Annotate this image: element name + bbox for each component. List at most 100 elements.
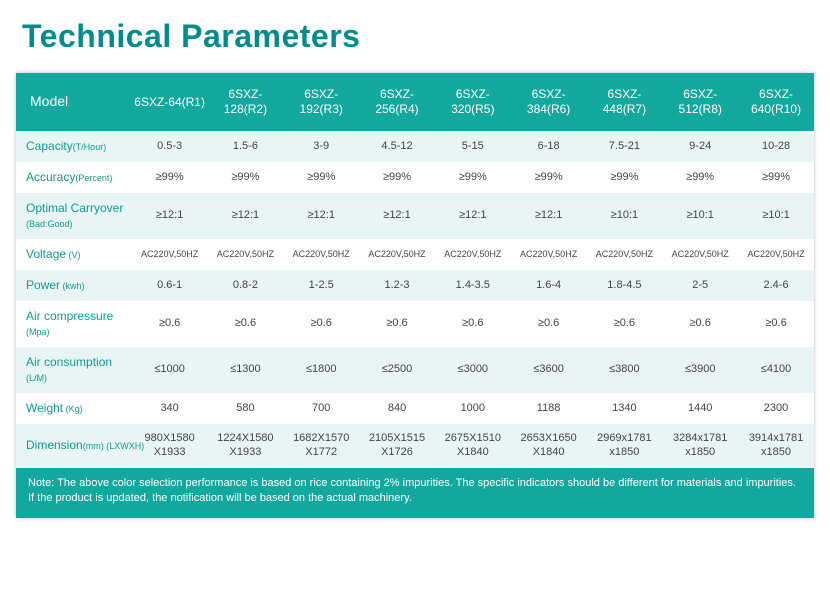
- data-cell: AC220V,50HZ: [283, 239, 359, 270]
- data-cell: ≥99%: [359, 162, 435, 193]
- data-cell: ≤3600: [511, 347, 587, 393]
- data-cell: 0.8-2: [208, 270, 284, 301]
- data-cell: ≥10:1: [738, 193, 814, 239]
- data-cell: ≥0.6: [587, 301, 663, 347]
- data-cell: 3284x1781x1850: [662, 424, 738, 468]
- data-cell: 580: [208, 393, 284, 424]
- col-header: 6SXZ-192(R3): [283, 73, 359, 131]
- table-row: Accuracy(Percent)≥99%≥99%≥99%≥99%≥99%≥99…: [16, 162, 814, 193]
- data-cell: ≤1300: [208, 347, 284, 393]
- col-header: 6SXZ-448(R7): [587, 73, 663, 131]
- col-header: 6SXZ-320(R5): [435, 73, 511, 131]
- data-cell: ≥12:1: [132, 193, 208, 239]
- data-cell: 10-28: [738, 131, 814, 162]
- data-cell: 3-9: [283, 131, 359, 162]
- row-label: Dimension(mm) (LXWXH): [16, 424, 132, 468]
- data-cell: ≥99%: [511, 162, 587, 193]
- note-text: Note: The above color selection performa…: [16, 468, 814, 519]
- data-cell: 340: [132, 393, 208, 424]
- data-cell: ≤1800: [283, 347, 359, 393]
- table-row: Air consumption(L/M)≤1000≤1300≤1800≤2500…: [16, 347, 814, 393]
- col-header: 6SXZ-512(R8): [662, 73, 738, 131]
- data-cell: ≥0.6: [132, 301, 208, 347]
- data-cell: ≥12:1: [208, 193, 284, 239]
- data-cell: ≥99%: [283, 162, 359, 193]
- data-cell: 1682X1570X1772: [283, 424, 359, 468]
- data-cell: 1.8-4.5: [587, 270, 663, 301]
- data-cell: ≥99%: [208, 162, 284, 193]
- data-cell: ≥0.6: [435, 301, 511, 347]
- data-cell: 2300: [738, 393, 814, 424]
- col-header: 6SXZ-128(R2): [208, 73, 284, 131]
- data-cell: ≥10:1: [662, 193, 738, 239]
- data-cell: AC220V,50HZ: [208, 239, 284, 270]
- data-cell: 4.5-12: [359, 131, 435, 162]
- data-cell: 0.6-1: [132, 270, 208, 301]
- data-cell: AC220V,50HZ: [511, 239, 587, 270]
- data-cell: ≥99%: [435, 162, 511, 193]
- table-body: Capacity(T/Hour)0.5-31.5-63-94.5-125-156…: [16, 131, 814, 518]
- data-cell: 2653X1650X1840: [511, 424, 587, 468]
- data-cell: 9-24: [662, 131, 738, 162]
- data-cell: AC220V,50HZ: [587, 239, 663, 270]
- data-cell: 700: [283, 393, 359, 424]
- row-label: Weight (Kg): [16, 393, 132, 424]
- data-cell: 2-5: [662, 270, 738, 301]
- data-cell: 5-15: [435, 131, 511, 162]
- header-row: Model 6SXZ-64(R1) 6SXZ-128(R2) 6SXZ-192(…: [16, 73, 814, 131]
- data-cell: 1.6-4: [511, 270, 587, 301]
- data-cell: 840: [359, 393, 435, 424]
- row-label: Accuracy(Percent): [16, 162, 132, 193]
- data-cell: ≥12:1: [511, 193, 587, 239]
- data-cell: ≥12:1: [283, 193, 359, 239]
- data-cell: AC220V,50HZ: [132, 239, 208, 270]
- data-cell: AC220V,50HZ: [359, 239, 435, 270]
- data-cell: 6-18: [511, 131, 587, 162]
- data-cell: ≥99%: [132, 162, 208, 193]
- data-cell: 1000: [435, 393, 511, 424]
- data-cell: 2969x1781x1850: [587, 424, 663, 468]
- data-cell: AC220V,50HZ: [738, 239, 814, 270]
- data-cell: 2675X1510X1840: [435, 424, 511, 468]
- data-cell: 2105X1515X1726: [359, 424, 435, 468]
- data-cell: ≥12:1: [435, 193, 511, 239]
- col-header: 6SXZ-384(R6): [511, 73, 587, 131]
- table-row: Optimal Carryover(Bad:Good)≥12:1≥12:1≥12…: [16, 193, 814, 239]
- data-cell: 1440: [662, 393, 738, 424]
- data-cell: 1340: [587, 393, 663, 424]
- table-row: Air compressure(Mpa)≥0.6≥0.6≥0.6≥0.6≥0.6…: [16, 301, 814, 347]
- table-row: Capacity(T/Hour)0.5-31.5-63-94.5-125-156…: [16, 131, 814, 162]
- table-row: Dimension(mm) (LXWXH)980X1580X19331224X1…: [16, 424, 814, 468]
- data-cell: 3914x1781x1850: [738, 424, 814, 468]
- data-cell: ≥0.6: [359, 301, 435, 347]
- data-cell: ≥0.6: [662, 301, 738, 347]
- row-label: Air compressure(Mpa): [16, 301, 132, 347]
- row-label: Air consumption(L/M): [16, 347, 132, 393]
- data-cell: AC220V,50HZ: [435, 239, 511, 270]
- table-row: Voltage (V)AC220V,50HZAC220V,50HZAC220V,…: [16, 239, 814, 270]
- row-label: Power (kwh): [16, 270, 132, 301]
- row-label: Optimal Carryover(Bad:Good): [16, 193, 132, 239]
- data-cell: ≥0.6: [283, 301, 359, 347]
- parameters-table-wrap: Model 6SXZ-64(R1) 6SXZ-128(R2) 6SXZ-192(…: [16, 73, 814, 518]
- data-cell: 1-2.5: [283, 270, 359, 301]
- col-header: 6SXZ-64(R1): [132, 73, 208, 131]
- data-cell: ≥0.6: [208, 301, 284, 347]
- row-label: Capacity(T/Hour): [16, 131, 132, 162]
- data-cell: ≥99%: [738, 162, 814, 193]
- data-cell: 1.4-3.5: [435, 270, 511, 301]
- data-cell: ≥0.6: [738, 301, 814, 347]
- data-cell: ≤3900: [662, 347, 738, 393]
- data-cell: ≥0.6: [511, 301, 587, 347]
- data-cell: 1.5-6: [208, 131, 284, 162]
- data-cell: ≤1000: [132, 347, 208, 393]
- table-row: Weight (Kg)34058070084010001188134014402…: [16, 393, 814, 424]
- col-header: 6SXZ-640(R10): [738, 73, 814, 131]
- col-header: 6SXZ-256(R4): [359, 73, 435, 131]
- parameters-table: Model 6SXZ-64(R1) 6SXZ-128(R2) 6SXZ-192(…: [16, 73, 814, 518]
- table-row: Power (kwh)0.6-10.8-21-2.51.2-31.4-3.51.…: [16, 270, 814, 301]
- row-label: Voltage (V): [16, 239, 132, 270]
- note-row: Note: The above color selection performa…: [16, 468, 814, 519]
- data-cell: 1188: [511, 393, 587, 424]
- data-cell: ≤3000: [435, 347, 511, 393]
